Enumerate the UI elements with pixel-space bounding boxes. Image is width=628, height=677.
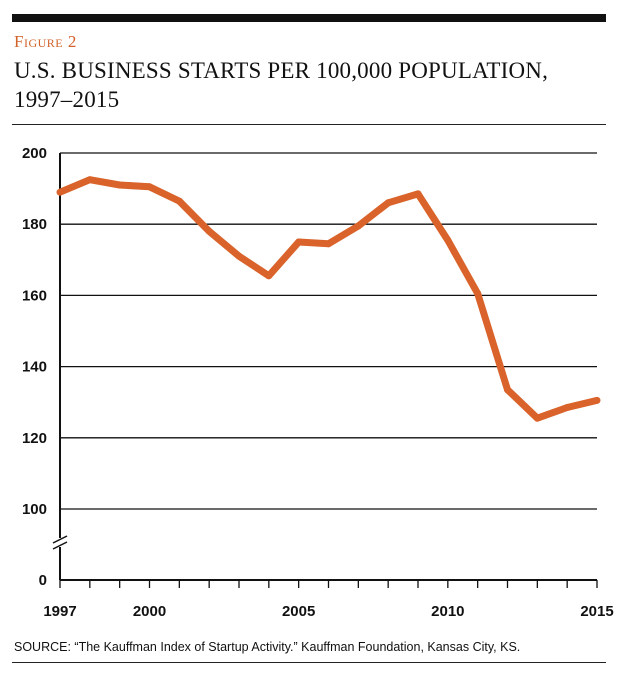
data-point-2004 — [265, 272, 273, 280]
chart-title-line2: 1997–2015 — [14, 87, 120, 112]
y-tick-label-100: 100 — [22, 501, 47, 518]
top-bar — [12, 14, 606, 22]
data-point-1997 — [56, 188, 64, 196]
data-point-2009 — [414, 190, 422, 198]
y-tick-label-160: 160 — [22, 287, 47, 304]
title-rule — [12, 124, 606, 125]
data-point-2011 — [474, 290, 482, 298]
data-point-2014 — [563, 404, 571, 411]
y-tick-label-0: 0 — [39, 572, 47, 589]
y-tick-label-120: 120 — [22, 430, 47, 447]
figure-label: Figure 2 — [14, 32, 77, 51]
x-tick-label-2010: 2010 — [431, 603, 464, 620]
data-point-2010 — [444, 236, 452, 244]
data-point-2000 — [146, 183, 153, 191]
axis-break-mark-1 — [52, 535, 68, 544]
x-tick-label-2005: 2005 — [282, 603, 315, 620]
data-point-2007 — [354, 222, 362, 230]
axis-break-gap — [54, 538, 66, 547]
chart-title: U.S. BUSINESS STARTS PER 100,000 POPULAT… — [14, 56, 604, 114]
data-point-2015 — [593, 396, 601, 404]
data-point-2002 — [205, 227, 213, 235]
data-point-2012 — [504, 386, 511, 394]
x-tick-label-2000: 2000 — [133, 603, 166, 620]
footer-rule — [12, 662, 606, 663]
data-point-2008 — [384, 199, 392, 207]
y-tick-label-200: 200 — [22, 145, 47, 162]
data-point-1998 — [86, 176, 94, 184]
chart-title-line1: U.S. BUSINESS STARTS PER 100,000 POPULAT… — [14, 58, 549, 83]
y-tick-label-180: 180 — [22, 216, 47, 233]
source-note: SOURCE: “The Kauffman Index of Startup A… — [14, 640, 521, 654]
data-point-2001 — [175, 197, 183, 205]
data-point-1999 — [116, 181, 124, 189]
data-point-2003 — [235, 252, 243, 260]
y-tick-label-140: 140 — [22, 359, 47, 376]
axis-break-mark-2 — [52, 541, 68, 550]
data-point-2013 — [533, 414, 541, 422]
series-line-0 — [58, 176, 598, 422]
x-tick-label-1997: 1997 — [43, 603, 76, 620]
data-point-2005 — [295, 238, 303, 246]
data-point-2006 — [325, 240, 332, 248]
x-tick-label-2015: 2015 — [580, 603, 613, 620]
